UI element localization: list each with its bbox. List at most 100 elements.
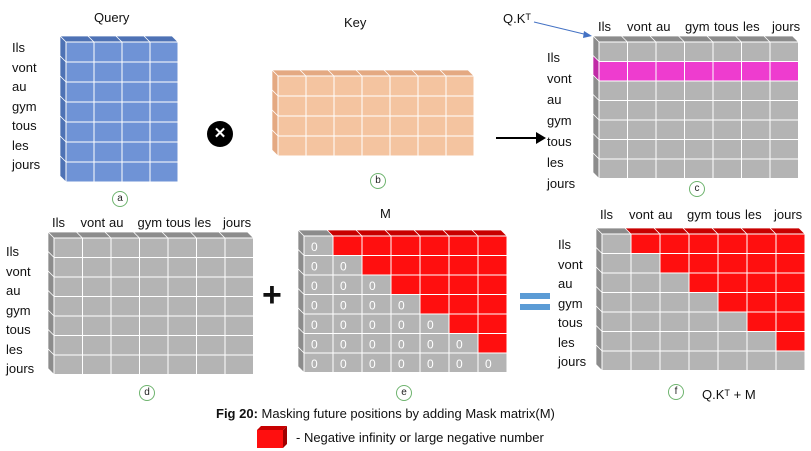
- key-matrix: [271, 69, 475, 157]
- qktcopy-cell-3-0: [47, 289, 83, 317]
- qkt-cell-2-4: [712, 80, 742, 101]
- arrow-icon: [496, 132, 546, 144]
- mask-cell-6-1: 0: [332, 352, 363, 373]
- mask-cell-4-3: 0: [390, 313, 421, 334]
- result-cell-1-3: [688, 253, 719, 274]
- key-cell-0-1: [299, 69, 335, 97]
- query-matrix: [59, 35, 179, 183]
- key-cell-3-2: [333, 135, 363, 157]
- mask-zero-value: 0: [369, 357, 376, 371]
- mask-cell-3-3: 0: [390, 294, 421, 315]
- result-cell-5-3: [688, 331, 719, 352]
- query-cell-5-2: [121, 141, 151, 163]
- qkt-cell-4-5: [741, 119, 771, 140]
- query-row-label: au: [12, 79, 27, 94]
- qkt-row-label: Ils: [547, 50, 560, 65]
- result-cell-5-4: [717, 331, 748, 352]
- qktcopy-cell-5-4: [167, 335, 197, 356]
- query-cell-0-3: [143, 35, 179, 63]
- mask-zero-value: 0: [311, 318, 318, 332]
- key-cell-3-4: [389, 135, 419, 157]
- qkt-cell-1-6: [769, 61, 799, 82]
- qkt-cell-3-3: [684, 100, 714, 121]
- qktcopy-cell-2-1: [82, 276, 112, 297]
- mask-zero-value: 0: [427, 318, 434, 332]
- mask-cell-3-0: 0: [297, 287, 334, 315]
- mask-zero-value: 0: [427, 357, 434, 371]
- f-column-label: jours: [774, 207, 803, 222]
- mask-cell-5-2: 0: [361, 333, 392, 354]
- qkt-column-label: tous: [714, 19, 739, 34]
- mask-zero-value: 0: [340, 298, 347, 312]
- qktcopy-cell-2-5: [196, 276, 226, 297]
- result-cell-1-0: [595, 246, 632, 274]
- d-row-label: jours: [6, 361, 35, 376]
- qktcopy-cell-4-5: [196, 315, 226, 336]
- mask-cell-5-4: 0: [419, 333, 450, 354]
- mask-zero-value: 0: [340, 357, 347, 371]
- mask-cell-4-2: 0: [361, 313, 392, 334]
- mask-zero-value: 0: [311, 337, 318, 351]
- mask-cell-3-6: [477, 294, 508, 315]
- query-cell-6-3: [149, 161, 179, 183]
- d-column-labels: Ils vont au gym tous les jours: [52, 215, 252, 230]
- mask-matrix: 0 0 0 0 0 0 0 0 0 0 0 0 0 0 0 0 0 0 0 0 0 0 0 0 0 0 0 0: [297, 229, 508, 374]
- qkt-column-label: jours: [772, 19, 801, 34]
- qktcopy-cell-3-3: [139, 296, 169, 317]
- qktcopy-cell-2-6: [224, 276, 254, 297]
- d-column-label: jours: [223, 215, 252, 230]
- mask-zero-value: 0: [369, 298, 376, 312]
- query-row-label: les: [12, 137, 29, 153]
- f-column-label: Ils: [600, 207, 613, 222]
- caption-label: Fig 20:: [216, 406, 258, 421]
- qkt-cell-6-6: [769, 158, 799, 179]
- qktcopy-cell-1-5: [196, 257, 226, 278]
- marker-a: a: [112, 191, 128, 207]
- key-cell-3-3: [361, 135, 391, 157]
- key-cell-2-0: [271, 109, 307, 137]
- result-cell-4-6: [775, 311, 806, 332]
- result-cell-4-5: [746, 311, 777, 332]
- qktcopy-cell-2-2: [110, 276, 140, 297]
- d-column-label: vont: [80, 215, 106, 230]
- qkt-cell-5-6: [769, 139, 799, 160]
- mask-zero-value: 0: [398, 357, 405, 371]
- qkt-cell-3-5: [741, 100, 771, 121]
- qktcopy-cell-0-2: [104, 231, 141, 258]
- qkt-row-label: au: [547, 92, 562, 107]
- qktcopy-cell-6-1: [82, 354, 112, 375]
- qktcopy-cell-6-5: [196, 354, 226, 375]
- mask-zero-value: 0: [398, 298, 405, 312]
- query-title: Query: [94, 10, 130, 25]
- f-row-label: au: [558, 276, 573, 291]
- qkt-cell-1-4: [712, 61, 742, 82]
- qktcopy-cell-0-6: [218, 231, 255, 258]
- legend-red-cell-icon: [257, 426, 287, 448]
- query-cell-2-1: [93, 81, 123, 103]
- result-matrix: [595, 227, 806, 372]
- qktcopy-cell-0-0: [47, 231, 84, 259]
- mask-zero-value: 0: [340, 259, 347, 273]
- mask-zero-value: 0: [369, 337, 376, 351]
- f-row-label: jours: [558, 354, 587, 369]
- qkt-matrix-copy: [47, 231, 255, 376]
- result-cell-5-2: [659, 331, 690, 352]
- query-cell-2-3: [149, 81, 179, 103]
- mask-zero-value: 0: [311, 240, 318, 254]
- qkt-row-labels: Ils vont au gym tous les jours: [547, 47, 575, 194]
- key-cell-0-0: [271, 69, 307, 97]
- query-cell-6-2: [121, 161, 151, 183]
- mask-cell-4-5: [448, 313, 479, 334]
- key-cell-1-6: [445, 95, 475, 117]
- qktcopy-cell-6-3: [139, 354, 169, 375]
- mask-cell-3-4: [419, 294, 450, 315]
- query-row-label: Ils: [12, 40, 25, 55]
- result-cell-2-6: [775, 272, 806, 293]
- f-column-label: tous: [716, 207, 741, 222]
- qktcopy-cell-4-2: [110, 315, 140, 336]
- mask-cell-1-5: [448, 255, 479, 276]
- result-cell-0-6: [769, 227, 806, 254]
- key-title: Key: [344, 15, 367, 30]
- f-row-label: les: [558, 334, 575, 350]
- mask-zero-value: 0: [340, 318, 347, 332]
